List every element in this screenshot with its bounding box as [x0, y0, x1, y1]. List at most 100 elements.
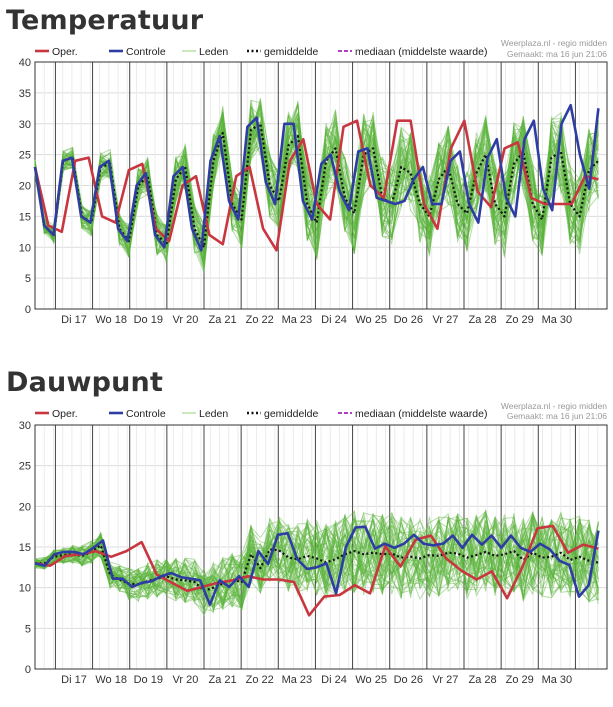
ensemble-member-line: [34, 516, 599, 599]
y-tick-label: 40: [19, 57, 31, 69]
x-tick-label: Za 28: [469, 314, 497, 326]
series-line-gemiddelde: [33, 122, 600, 249]
y-tick-label: 15: [19, 542, 31, 554]
ensemble-member-line: [34, 120, 599, 257]
ensemble-member-line: [34, 105, 599, 261]
legend-label-mediaan: mediaan (middelste waarde): [355, 408, 487, 420]
ensemble-member-line: [34, 510, 599, 609]
ensemble-member-line: [34, 520, 599, 604]
x-tick-label: Zo 29: [506, 674, 534, 686]
ensemble-member-line: [34, 112, 599, 266]
temperature-chart-block: Temperatuur 0 5 10 15 20 25 30 35 40 Di 17 Wo 18 Do…: [0, 0, 613, 330]
ensemble-member-line: [34, 516, 599, 616]
ensemble-member-line: [34, 514, 599, 605]
ensemble-member-line: [34, 520, 599, 608]
legend-label-controle: Controle: [126, 46, 166, 58]
source-line-2: Gemaakt: ma 16 jun 21:06: [507, 411, 607, 421]
ensemble-member-line: [34, 513, 599, 602]
ensemble-member-line: [34, 105, 599, 257]
ensemble-member-line: [34, 114, 599, 263]
ensemble-member-line: [34, 102, 599, 265]
ensemble-member-line: [34, 512, 599, 611]
y-tick-label: 10: [19, 242, 31, 254]
ensemble-member-line: [34, 512, 599, 606]
x-tick-label: Vr 27: [432, 674, 458, 686]
y-tick-label: 30: [19, 119, 31, 131]
y-tick-label: 5: [25, 623, 31, 635]
x-tick-label: Vr 20: [172, 314, 198, 326]
ensemble-member-line: [34, 109, 599, 262]
series-line-controle: [34, 525, 600, 606]
legend-label-gemiddelde: gemiddelde: [264, 46, 318, 58]
x-tick-label: Za 28: [469, 674, 497, 686]
x-tick-label: Wo 18: [95, 674, 127, 686]
ensemble-member-line: [34, 99, 599, 258]
x-tick-label: Ma 23: [282, 314, 313, 326]
ensemble-member-line: [34, 514, 599, 612]
ensemble-member-line: [34, 513, 599, 609]
x-tick-label: Vr 20: [172, 674, 198, 686]
ensemble-member-line: [34, 511, 599, 610]
x-tick-label: Wo 25: [355, 314, 387, 326]
x-tick-label: Di 17: [61, 314, 87, 326]
legend-label-oper: Oper.: [52, 46, 78, 58]
ensemble-member-line: [34, 515, 599, 608]
ensemble-member-line: [34, 100, 599, 261]
legend-label-oper: Oper.: [52, 408, 78, 420]
series-line-oper: [33, 119, 599, 252]
x-tick-label: Do 26: [394, 314, 423, 326]
x-tick-label: Wo 18: [95, 314, 127, 326]
source-line-1: Weerplaza.nl - regio midden: [501, 38, 607, 48]
ensemble-member-line: [34, 513, 599, 600]
y-tick-label: 35: [19, 88, 31, 100]
ensemble-member-line: [34, 511, 599, 606]
ensemble-member-line: [34, 515, 599, 617]
ensemble-member-line: [34, 509, 599, 612]
ensemble-member-line: [34, 512, 599, 614]
plot-frame: [34, 424, 608, 670]
ensemble-member-line: [34, 524, 599, 606]
y-tick-label: 25: [19, 461, 31, 473]
legend-label-leden: Leden: [199, 46, 228, 58]
ensemble-member-line: [34, 513, 599, 600]
y-tick-label: 0: [25, 304, 31, 316]
y-tick-label: 5: [25, 273, 31, 285]
x-tick-label: Do 19: [134, 314, 163, 326]
ensemble-member-line: [34, 508, 599, 611]
ensemble-member-line: [34, 105, 599, 255]
y-tick-label: 10: [19, 583, 31, 595]
y-tick-label: 0: [25, 664, 31, 676]
x-tick-label: Ma 23: [282, 674, 313, 686]
temperature-title: Temperatuur: [6, 5, 204, 36]
ensemble-member-line: [34, 510, 599, 611]
series-line-controle: [33, 103, 600, 252]
y-tick-label: 20: [19, 501, 31, 513]
x-tick-label: Di 24: [321, 314, 347, 326]
x-tick-label: Vr 27: [432, 314, 458, 326]
x-tick-label: Za 21: [209, 674, 237, 686]
plot-frame: [34, 61, 608, 310]
ensemble-member-line: [34, 510, 599, 606]
ensemble-member-line: [34, 516, 599, 605]
ensemble-member-line: [34, 515, 599, 610]
x-tick-label: Do 26: [394, 674, 423, 686]
ensemble-member-line: [34, 518, 599, 601]
ensemble-member-line: [34, 512, 599, 608]
dewpoint-chart-block: Dauwpunt 0 5 10 15 20 25 30 Di 17 Wo 18 Do 19 Vr 2…: [0, 362, 613, 707]
x-tick-label: Ma 30: [542, 314, 573, 326]
x-tick-label: Za 21: [209, 314, 237, 326]
dewpoint-chart: 0 5 10 15 20 25 30 Di 17 Wo 18 Do 19 Vr 20 Za 21 Zo …: [19, 401, 608, 686]
x-tick-label: Do 19: [134, 674, 163, 686]
x-tick-label: Zo 22: [246, 314, 274, 326]
source-line-2: Gemaakt: ma 16 jun 21:06: [507, 49, 607, 59]
ensemble-member-line: [34, 116, 599, 266]
ensemble-member-line: [34, 511, 599, 600]
source-line-1: Weerplaza.nl - regio midden: [501, 401, 607, 411]
x-tick-label: Di 17: [61, 674, 87, 686]
y-tick-label: 15: [19, 211, 31, 223]
ensemble-member-line: [34, 512, 599, 611]
ensemble-member-line: [34, 516, 599, 602]
x-tick-label: Ma 30: [542, 674, 573, 686]
legend-label-mediaan: mediaan (middelste waarde): [355, 46, 487, 58]
ensemble-member-line: [34, 519, 599, 607]
